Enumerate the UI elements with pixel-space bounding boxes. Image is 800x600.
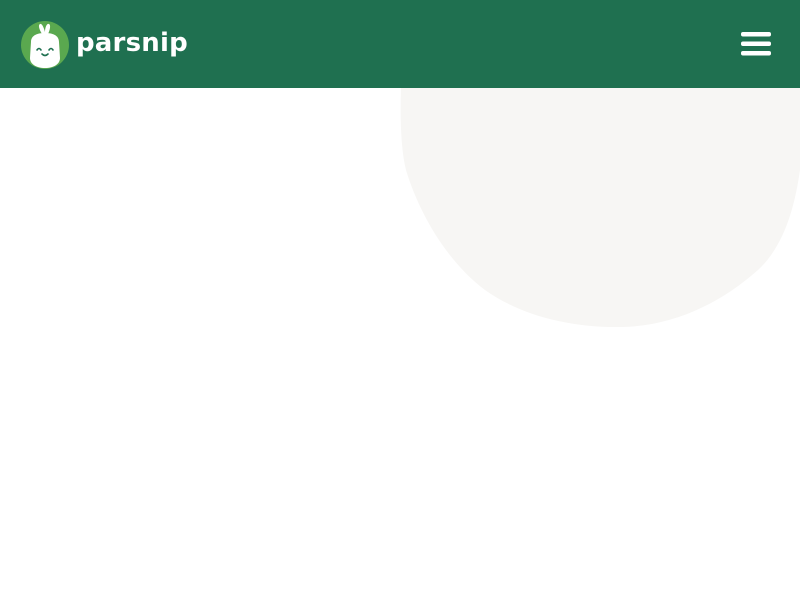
site-header: parsnip <box>0 0 800 88</box>
logo-link[interactable]: parsnip <box>20 20 188 70</box>
parsnip-mascot-icon <box>21 21 69 69</box>
brand-name: parsnip <box>76 28 188 58</box>
menu-button[interactable] <box>736 27 776 61</box>
hamburger-menu-icon <box>741 32 771 56</box>
